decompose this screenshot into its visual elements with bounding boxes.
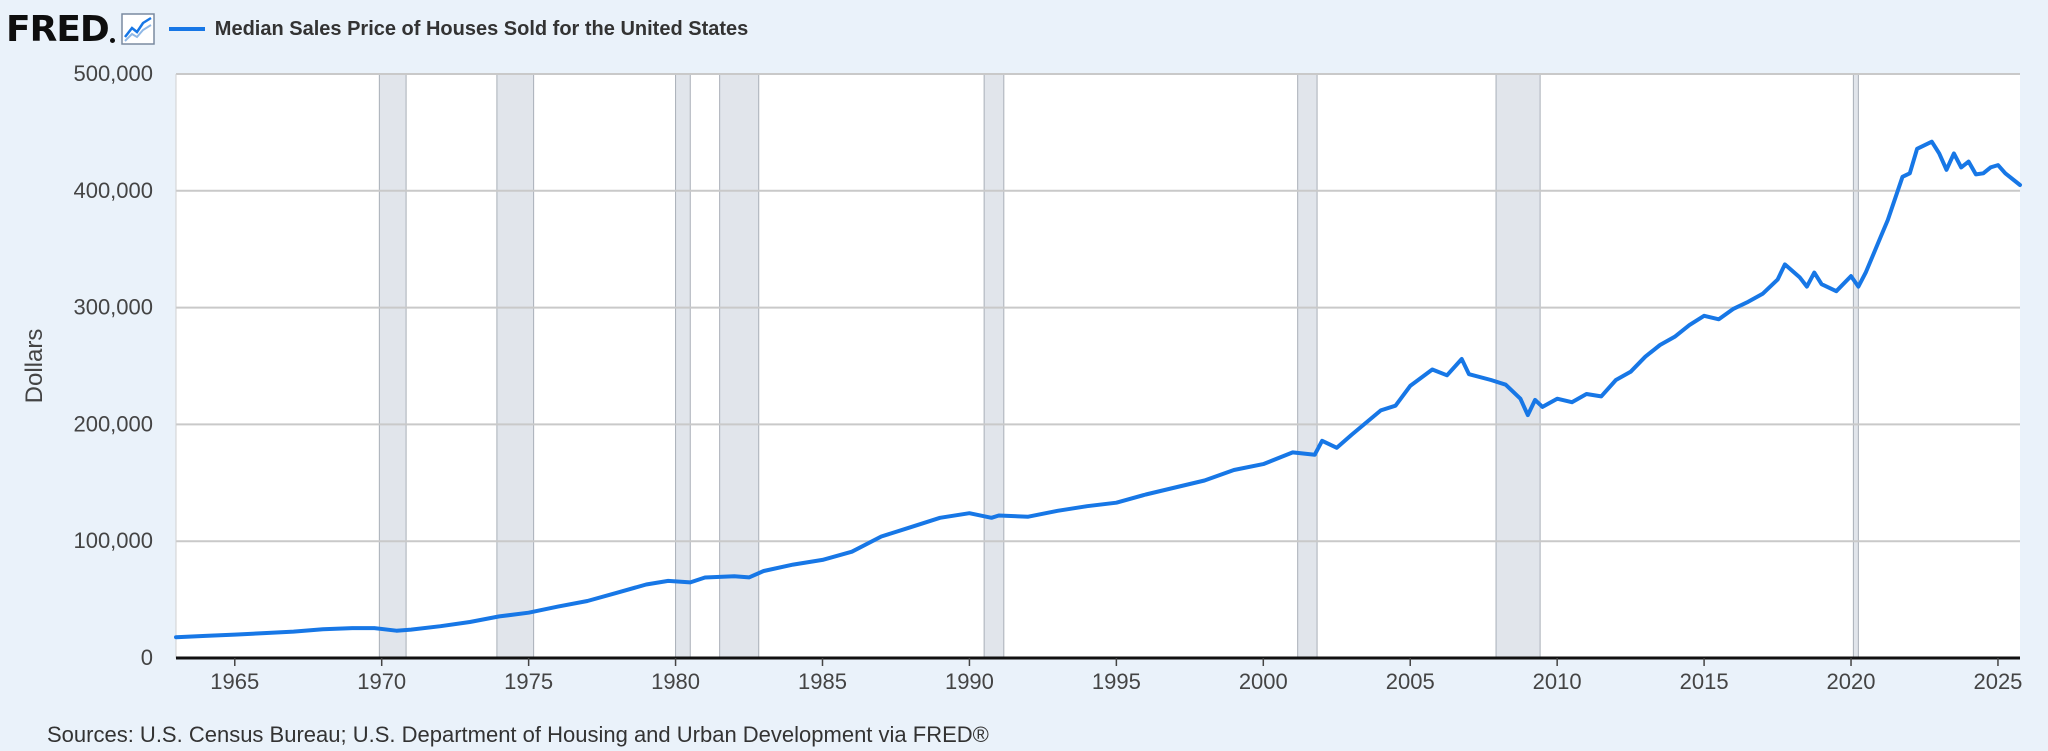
- x-tick-label: 2020: [1827, 669, 1876, 694]
- y-tick-label: 0: [141, 645, 153, 670]
- recession-band: [378, 73, 407, 659]
- chart-header: FRED Median Sales Price of Houses Sold f…: [6, 8, 748, 50]
- x-tick-label: 1970: [357, 669, 406, 694]
- x-tick-label: 2025: [1973, 669, 2022, 694]
- recession-band: [675, 73, 691, 659]
- x-tick-label: 2005: [1386, 669, 1435, 694]
- y-tick-label: 400,000: [73, 178, 153, 203]
- fred-logo: FRED: [6, 8, 110, 50]
- source-note: Sources: U.S. Census Bureau; U.S. Depart…: [47, 722, 989, 747]
- y-tick-label: 100,000: [73, 528, 153, 553]
- recession-band: [1852, 73, 1859, 659]
- x-tick-label: 1965: [210, 669, 259, 694]
- x-tick-label: 2000: [1239, 669, 1288, 694]
- x-tick-label: 1985: [798, 669, 847, 694]
- legend-series-label: Median Sales Price of Houses Sold for th…: [214, 17, 749, 40]
- x-tick-label: 2010: [1533, 669, 1582, 694]
- x-tick-label: 1975: [504, 669, 553, 694]
- y-axis-title: Dollars: [21, 329, 48, 404]
- line-chart-icon: [121, 13, 155, 45]
- chart-legend: Median Sales Price of Houses Sold for th…: [168, 17, 749, 41]
- recession-band: [983, 73, 1005, 659]
- x-tick-label: 1995: [1092, 669, 1141, 694]
- x-tick-label: 2015: [1680, 669, 1729, 694]
- y-tick-label: 200,000: [73, 411, 153, 436]
- x-tick-label: 1980: [651, 669, 700, 694]
- plot-area: [176, 74, 2020, 658]
- recession-band: [496, 73, 535, 659]
- x-tick-label: 1990: [945, 669, 994, 694]
- y-tick-label: 500,000: [73, 61, 153, 86]
- series-line: [174, 139, 2022, 640]
- y-tick-label: 300,000: [73, 295, 153, 320]
- recession-band: [1495, 73, 1541, 659]
- legend-swatch: [168, 27, 205, 31]
- recession-band: [1297, 73, 1318, 659]
- logo-registered-dot: [109, 37, 115, 43]
- recession-band: [719, 73, 760, 659]
